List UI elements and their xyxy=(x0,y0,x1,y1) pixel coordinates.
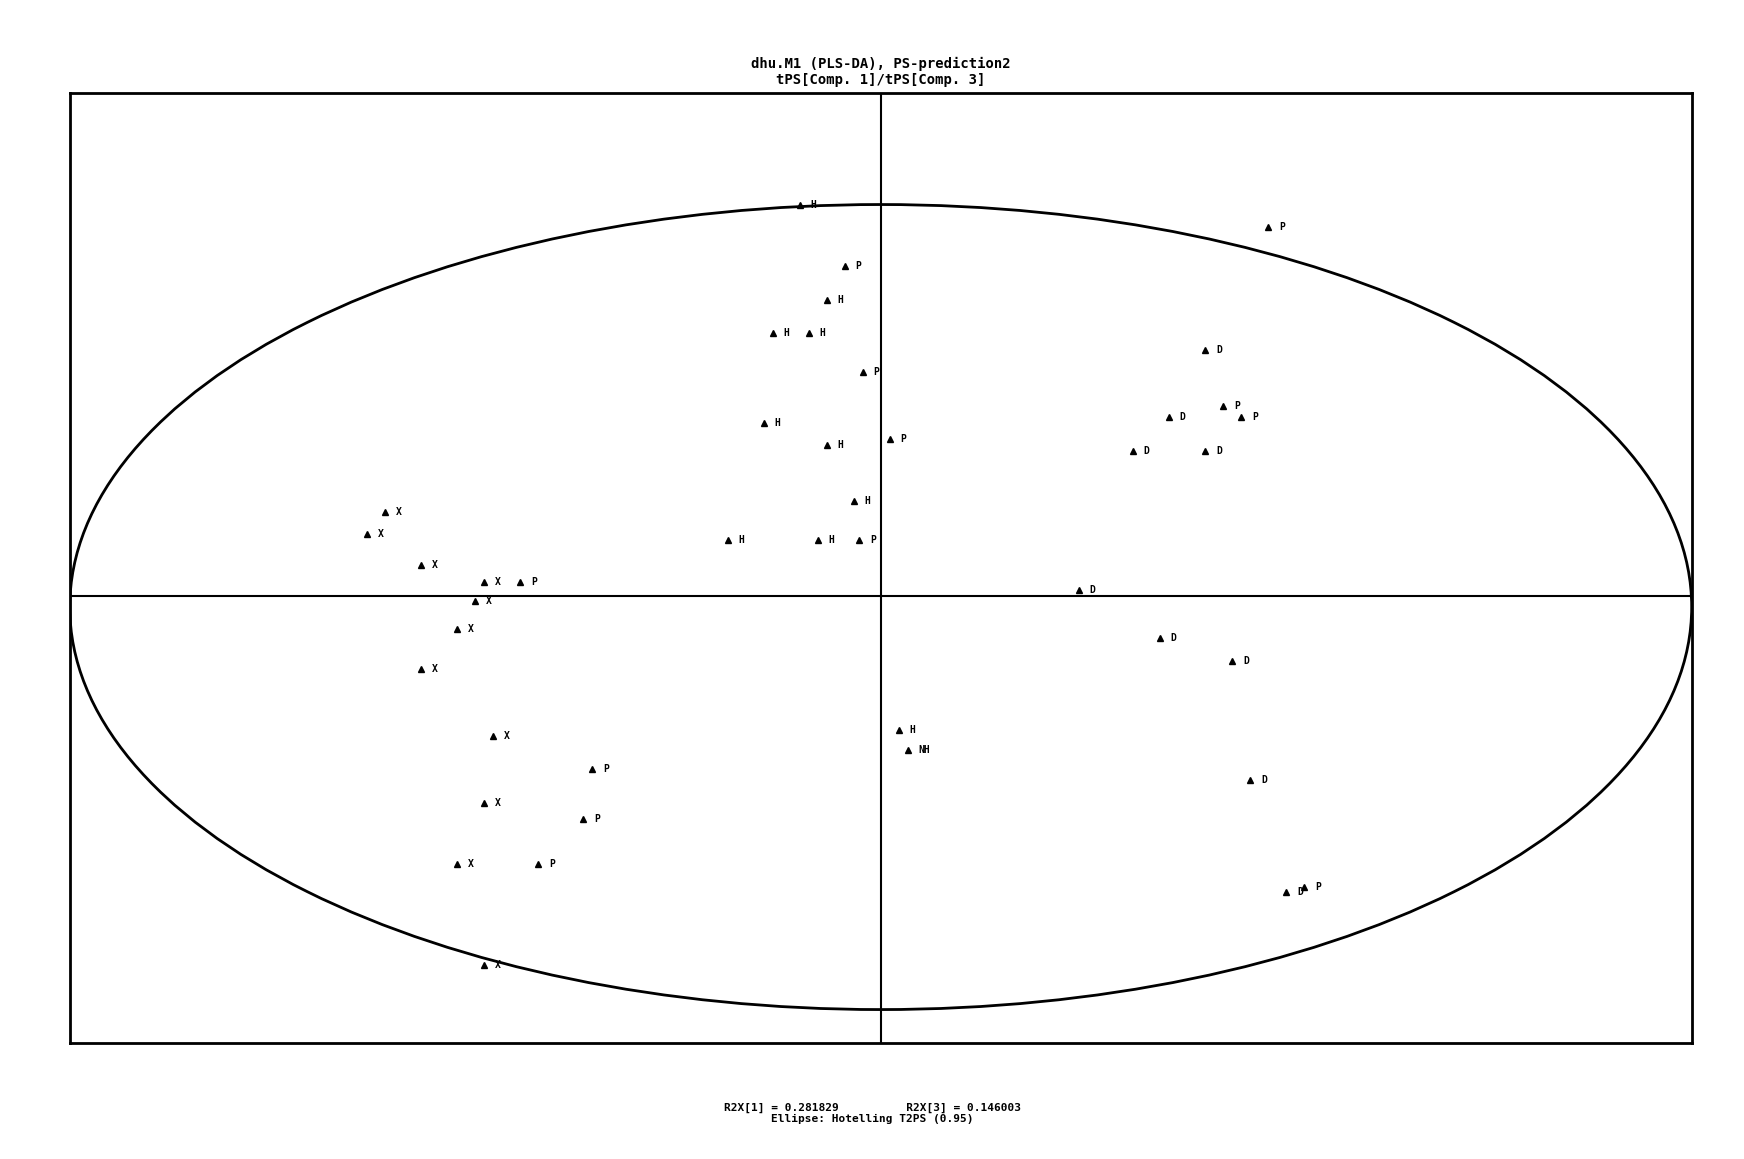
Text: H: H xyxy=(837,294,844,305)
Text: X: X xyxy=(495,797,501,808)
Text: P: P xyxy=(549,859,555,869)
Text: X: X xyxy=(495,577,501,588)
Text: D: D xyxy=(1090,585,1095,596)
Text: P: P xyxy=(856,261,862,271)
Text: H: H xyxy=(865,496,870,505)
Text: P: P xyxy=(1235,401,1240,410)
Text: X: X xyxy=(504,730,509,741)
Text: P: P xyxy=(603,764,609,774)
Title: dhu.M1 (PLS-DA), PS-prediction2
tPS[Comp. 1]/tPS[Comp. 3]: dhu.M1 (PLS-DA), PS-prediction2 tPS[Comp… xyxy=(752,57,1010,87)
Text: X: X xyxy=(433,560,438,569)
Text: D: D xyxy=(1298,887,1303,897)
Text: D: D xyxy=(1216,445,1223,455)
Text: P: P xyxy=(870,535,875,545)
Text: NH: NH xyxy=(919,745,930,756)
Text: D: D xyxy=(1216,345,1223,355)
Text: D: D xyxy=(1144,445,1149,455)
Text: H: H xyxy=(774,417,780,428)
Text: D: D xyxy=(1243,656,1249,665)
Text: H: H xyxy=(820,328,825,338)
Text: H: H xyxy=(837,440,844,450)
Text: X: X xyxy=(495,960,501,970)
Text: D: D xyxy=(1261,775,1266,786)
Text: H: H xyxy=(738,535,745,545)
Text: D: D xyxy=(1181,411,1186,422)
Text: X: X xyxy=(467,625,474,634)
Text: P: P xyxy=(1252,411,1257,422)
Text: P: P xyxy=(900,435,907,444)
Text: X: X xyxy=(433,664,438,673)
Text: H: H xyxy=(828,535,834,545)
Text: R2X[1] = 0.281829          R2X[3] = 0.146003
Ellipse: Hotelling T2PS (0.95): R2X[1] = 0.281829 R2X[3] = 0.146003 Elli… xyxy=(724,1102,1020,1124)
Text: P: P xyxy=(595,815,600,824)
Text: X: X xyxy=(396,506,401,517)
Text: D: D xyxy=(1170,633,1177,643)
Text: X: X xyxy=(487,597,492,606)
Text: H: H xyxy=(783,328,790,338)
Text: H: H xyxy=(910,726,916,735)
Text: P: P xyxy=(532,577,537,588)
Text: P: P xyxy=(1315,882,1320,891)
Text: X: X xyxy=(467,859,474,869)
Text: P: P xyxy=(874,367,879,377)
Text: X: X xyxy=(378,530,384,539)
Text: H: H xyxy=(811,199,816,210)
Text: P: P xyxy=(1278,221,1285,232)
